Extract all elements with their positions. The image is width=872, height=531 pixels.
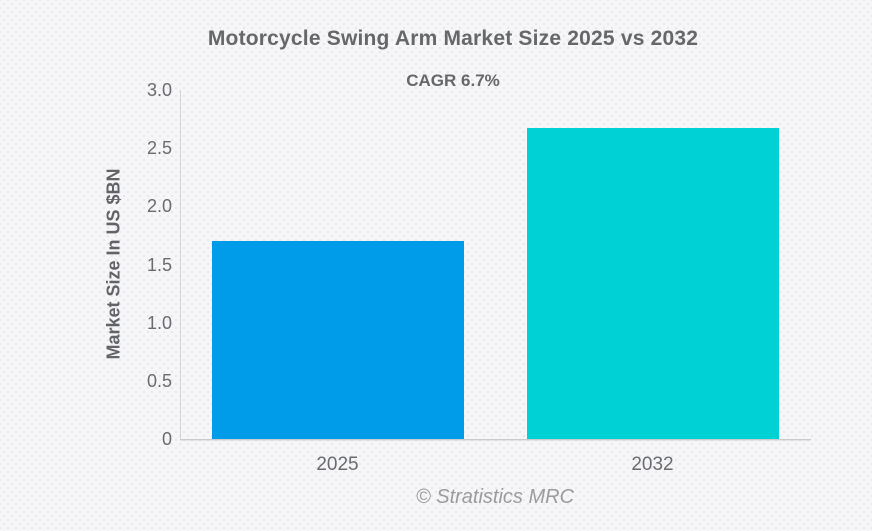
footer-credit: © Stratistics MRC bbox=[415, 486, 575, 508]
y-tick-label: 3.0 bbox=[146, 80, 172, 100]
y-tick-label: 2.5 bbox=[146, 138, 172, 159]
bar-2032 bbox=[526, 128, 779, 439]
y-tick-label: 1.0 bbox=[146, 312, 172, 333]
x-axis-label: 2025 bbox=[316, 454, 359, 475]
x-axis-label: 2032 bbox=[631, 454, 674, 475]
chart-subtitle: CAGR 6.7% bbox=[406, 71, 500, 90]
bar-2025 bbox=[211, 241, 464, 439]
x-axis-line bbox=[180, 439, 811, 440]
chart-title: Motorcycle Swing Arm Market Size 2025 vs… bbox=[207, 27, 699, 50]
y-tick-label: 0.5 bbox=[146, 370, 172, 391]
y-axis-line bbox=[180, 90, 181, 439]
y-tick-label: 2.0 bbox=[146, 196, 172, 217]
y-tick-label: 1.5 bbox=[146, 254, 172, 275]
y-tick-label: 0 bbox=[161, 429, 172, 449]
